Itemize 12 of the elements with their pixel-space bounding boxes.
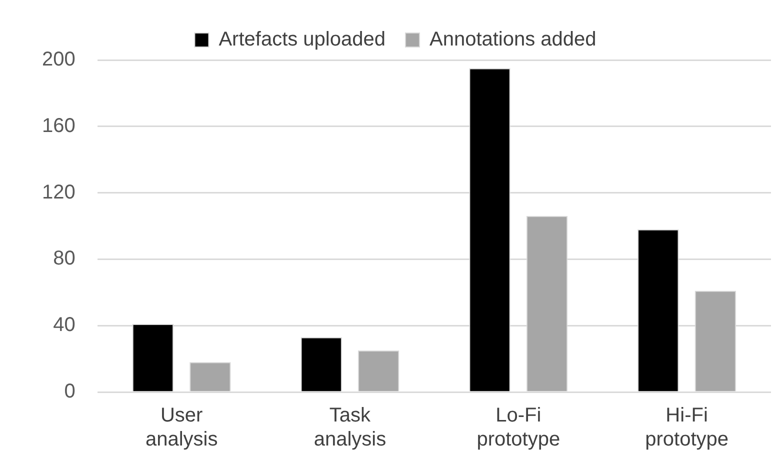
y-tick-label: 0 xyxy=(64,380,76,403)
x-tick-label: Hi-Fi prototype xyxy=(645,404,728,451)
y-tick-label: 80 xyxy=(53,248,76,270)
x-tick-label: User analysis xyxy=(145,404,218,451)
legend-label: Annotations added xyxy=(429,28,596,51)
x-tick-label: Lo-Fi prototype xyxy=(476,404,560,451)
y-tick-label: 160 xyxy=(42,114,76,137)
x-tick-label: Task analysis xyxy=(314,404,386,451)
y-tick-label: 120 xyxy=(42,181,76,204)
legend-label: Artefacts uploaded xyxy=(218,28,386,51)
y-tick-label: 40 xyxy=(53,314,76,336)
y-tick-label: 200 xyxy=(42,48,76,71)
